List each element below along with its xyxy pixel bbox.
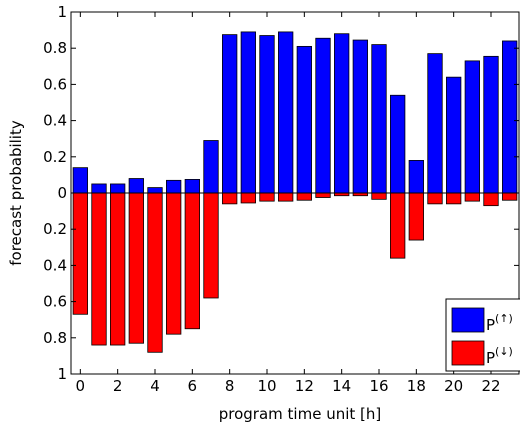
bar-up-22 — [483, 55, 499, 194]
x-tick-label: 14 — [332, 377, 351, 395]
bar-down-1 — [91, 192, 107, 346]
y-tick-label: 1 — [57, 365, 67, 383]
bar-down-18 — [408, 192, 424, 241]
y-tick-label: 0.6 — [43, 75, 67, 93]
x-tick-label: 16 — [369, 377, 388, 395]
bar-down-10 — [259, 192, 275, 202]
bar-up-14 — [334, 33, 350, 194]
bar-up-16 — [371, 44, 387, 194]
legend: P(↑)P(↓) — [445, 298, 520, 372]
x-tick-label: 10 — [257, 377, 276, 395]
bar-up-0 — [72, 167, 88, 194]
x-tick-label: 0 — [76, 377, 86, 395]
legend-swatch-down — [451, 340, 485, 366]
bar-up-23 — [502, 40, 518, 194]
y-tick-label: 0.8 — [43, 329, 67, 347]
bar-up-5 — [166, 179, 182, 194]
bar-down-21 — [464, 192, 480, 202]
bar-up-18 — [408, 160, 424, 194]
bar-up-19 — [427, 53, 443, 194]
legend-swatch-up — [451, 307, 485, 333]
bar-up-6 — [184, 179, 200, 194]
bar-up-7 — [203, 140, 219, 194]
bar-down-4 — [147, 192, 163, 353]
y-tick-label: 0.8 — [43, 39, 67, 57]
bar-down-9 — [240, 192, 256, 204]
y-tick-label: 0 — [57, 184, 67, 202]
bar-up-3 — [128, 178, 144, 194]
bar-up-13 — [315, 37, 331, 194]
x-tick-label: 20 — [444, 377, 463, 395]
bar-up-2 — [110, 183, 126, 194]
bar-down-13 — [315, 192, 331, 198]
bar-up-21 — [464, 60, 480, 194]
bar-down-11 — [278, 192, 294, 202]
y-tick-label: 0.2 — [43, 148, 67, 166]
bar-down-6 — [184, 192, 200, 330]
bar-up-17 — [390, 94, 406, 194]
x-tick-label: 22 — [481, 377, 500, 395]
bar-down-16 — [371, 192, 387, 200]
y-axis-label: forecast probability — [7, 120, 25, 266]
bar-up-1 — [91, 183, 107, 194]
bar-up-4 — [147, 187, 163, 194]
bar-down-12 — [296, 192, 312, 201]
bar-up-20 — [446, 76, 462, 194]
bar-down-0 — [72, 192, 88, 315]
x-tick-label: 12 — [295, 377, 314, 395]
x-axis-label: program time unit [h] — [219, 405, 382, 423]
bar-up-15 — [352, 39, 368, 194]
x-tick-label: 8 — [225, 377, 235, 395]
bar-up-11 — [278, 31, 294, 194]
bar-down-20 — [446, 192, 462, 205]
x-tick-label: 6 — [188, 377, 198, 395]
y-tick-label: 1 — [57, 3, 67, 21]
bar-down-22 — [483, 192, 499, 207]
bar-up-12 — [296, 45, 312, 194]
bar-down-7 — [203, 192, 219, 299]
bar-up-8 — [222, 34, 238, 194]
bar-down-8 — [222, 192, 238, 205]
bar-up-9 — [240, 31, 256, 194]
bar-down-17 — [390, 192, 406, 259]
axes-layer: 10.80.60.40.200.20.40.60.810 2 4 6 8 10 12 14 16… — [43, 3, 520, 395]
bar-up-10 — [259, 35, 275, 194]
y-tick-label: 0.4 — [43, 112, 67, 130]
x-tick-label: 2 — [113, 377, 123, 395]
x-tick-label: 4 — [150, 377, 160, 395]
bar-down-5 — [166, 192, 182, 335]
bar-down-3 — [128, 192, 144, 344]
bar-down-19 — [427, 192, 443, 205]
y-tick-label: 0.2 — [43, 220, 67, 238]
bar-down-23 — [502, 192, 518, 201]
y-tick-label: 0.4 — [43, 256, 67, 274]
y-tick-label: 0.6 — [43, 293, 67, 311]
bar-down-2 — [110, 192, 126, 346]
x-tick-label: 18 — [407, 377, 426, 395]
